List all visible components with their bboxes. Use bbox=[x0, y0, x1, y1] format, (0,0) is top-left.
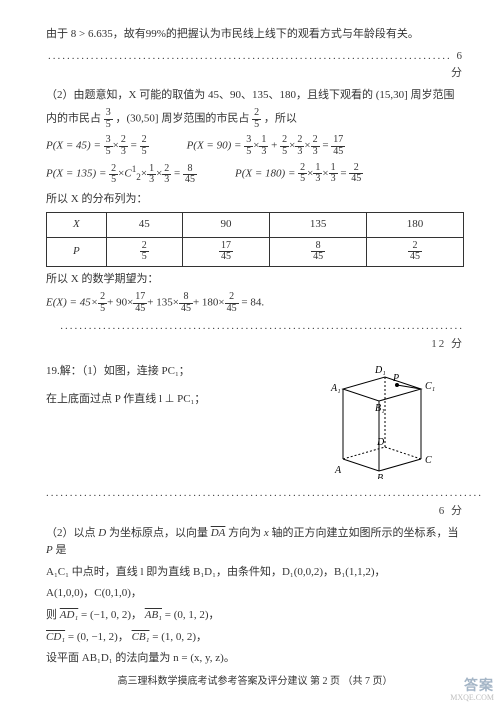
cell: 845 bbox=[270, 237, 367, 266]
cell: 1745 bbox=[182, 237, 269, 266]
distribution-table: X 45 90 135 180 P 25 1745 845 245 bbox=[46, 212, 464, 267]
cell: X bbox=[47, 213, 107, 238]
mark-12: ........................................… bbox=[46, 318, 464, 353]
exp-intro: 所以 X 的数学期望为： bbox=[46, 271, 464, 289]
part2-line2: 内的市民占 35 ，(30,50] 周岁范围的市民占 25 ，所以 bbox=[46, 108, 464, 130]
cell: P bbox=[47, 237, 107, 266]
intro-line: 由于 8 > 6.635，故有99%的把握认为市民线上线下的观看方式与年龄段有关… bbox=[46, 26, 464, 44]
watermark-big: 答案 bbox=[450, 679, 494, 694]
table-row: P 25 1745 845 245 bbox=[47, 237, 464, 266]
text: ，所以 bbox=[264, 113, 297, 125]
lhs: P(X = 135) = bbox=[46, 168, 106, 180]
normal-line: 设平面 AB₁D₁ 的法向量为 n = (x, y, z)。 bbox=[46, 650, 464, 668]
page-footer: 高三理科数学摸底考试参考答案及评分建议 第 2 页 （共 7 页） bbox=[46, 674, 464, 690]
svg-text:C: C bbox=[425, 455, 432, 466]
part2b-line2: A₁C₁ 中点时，直线 l 即为直线 B₁D₁，由条件知，D₁(0,0,2)，B… bbox=[46, 564, 464, 582]
svg-text:D: D bbox=[376, 437, 385, 448]
svg-text:C₁: C₁ bbox=[425, 381, 435, 392]
cell: 180 bbox=[367, 213, 464, 238]
p90: P(X = 90) = 35×13 + 25×23×23 = 1745 bbox=[187, 135, 346, 157]
dist-intro: 所以 X 的分布列为： bbox=[46, 191, 464, 209]
cell: 45 bbox=[106, 213, 182, 238]
fraction: 25 bbox=[252, 108, 261, 130]
mark-6b: ........................................… bbox=[46, 485, 464, 520]
text: 内的市民占 bbox=[46, 113, 101, 125]
vec-line-2: CD₁ = (0, −1, 2)， CB₁ = (1, 0, 2)， bbox=[46, 629, 464, 647]
lhs: P(X = 45) = bbox=[46, 140, 101, 152]
q19-line1: 19.解：（1）如图，连接 PC₁； bbox=[46, 363, 305, 381]
part2-line1: （2）由题意知，X 可能的取值为 45、90、135、180，且线下观看的 (1… bbox=[46, 87, 464, 105]
cell: 25 bbox=[106, 237, 182, 266]
part2b-line1: （2）以点 D 为坐标原点，以向量 DA 方向为 x 轴的正方向建立如图所示的坐… bbox=[46, 525, 464, 560]
prob-row-2: P(X = 135) = 25×C12×13×23 = 845 P(X = 18… bbox=[46, 162, 464, 185]
q19-line2: 在上底面过点 P 作直线 l ⊥ PC₁； bbox=[46, 391, 305, 409]
lhs: P(X = 90) = bbox=[187, 140, 242, 152]
mark-6: ........................................… bbox=[46, 48, 464, 83]
prob-row-1: P(X = 45) = 35×23 = 25 P(X = 90) = 35×13… bbox=[46, 135, 464, 157]
svg-text:B₁: B₁ bbox=[375, 403, 385, 414]
watermark: 答案 MXQE.COM bbox=[450, 679, 494, 703]
svg-text:D₁: D₁ bbox=[374, 365, 386, 376]
p180: P(X = 180) = 25×13×13 = 245 bbox=[235, 163, 363, 185]
svg-text:B: B bbox=[377, 473, 383, 479]
svg-text:A: A bbox=[334, 465, 342, 476]
table-row: X 45 90 135 180 bbox=[47, 213, 464, 238]
lhs: E(X) = 45× bbox=[46, 297, 98, 309]
cell: 245 bbox=[367, 237, 464, 266]
prism-diagram: A B C D A₁ B₁ C₁ D₁ P bbox=[319, 359, 464, 479]
p135: P(X = 135) = 25×C12×13×23 = 845 bbox=[46, 162, 197, 185]
watermark-small: MXQE.COM bbox=[450, 694, 494, 703]
text: ，(30,50] 周岁范围的市民占 bbox=[116, 113, 250, 125]
fraction: 35 bbox=[104, 108, 113, 130]
svg-text:P: P bbox=[392, 373, 399, 384]
p45: P(X = 45) = 35×23 = 25 bbox=[46, 135, 149, 157]
lhs: P(X = 180) = bbox=[235, 167, 295, 179]
cell: 90 bbox=[182, 213, 269, 238]
svg-text:A₁: A₁ bbox=[330, 383, 341, 394]
cell: 135 bbox=[270, 213, 367, 238]
exp-formula: E(X) = 45×25+ 90×1745+ 135×845+ 180×245 … bbox=[46, 292, 464, 314]
coords-line: A(1,0,0)，C(0,1,0)， bbox=[46, 585, 464, 603]
vec-line-1: 则 AD₁ = (−1, 0, 2)， AB₁ = (0, 1, 2)， bbox=[46, 607, 464, 625]
